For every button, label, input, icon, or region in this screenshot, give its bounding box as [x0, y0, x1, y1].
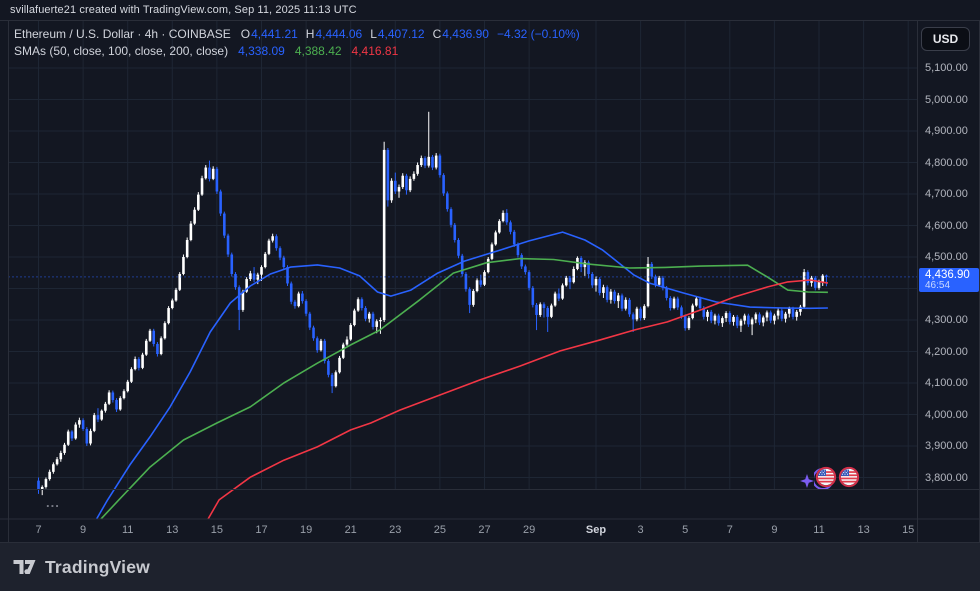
price-axis-label: 3,900.00 — [925, 440, 968, 452]
time-axis-label: 23 — [389, 524, 402, 536]
time-axis-label: 7 — [35, 524, 42, 536]
candlestick-series — [37, 111, 828, 496]
ohlc-values: O4,441.21 H4,444.06 L4,407.12 C4,436.90 — [241, 27, 497, 41]
price-axis-label: 4,900.00 — [925, 125, 968, 137]
price-axis-label: 4,200.00 — [925, 345, 968, 358]
attribution-bar: svillafuerte21 created with TradingView.… — [10, 4, 357, 16]
price-axis-label: 5,000.00 — [925, 93, 968, 106]
grid-layer — [8, 20, 918, 490]
chart-legend: Ethereum / U.S. Dollar · 4h · COINBASE O… — [14, 26, 588, 60]
last-price-value: 4,436.90 — [925, 268, 970, 281]
sma-settings-label: SMAs (50, close, 100, close, 200, close) — [14, 43, 229, 58]
last-price-badge: 4,436.90 46:54 — [919, 267, 979, 292]
sma-legend-row[interactable]: SMAs (50, close, 100, close, 200, close)… — [14, 43, 588, 58]
chart-widget: Ethereum / U.S. Dollar · 4h · COINBASE O… — [0, 20, 980, 543]
price-axis-label: 4,300.00 — [925, 314, 968, 326]
time-axis-label: 15 — [210, 524, 224, 536]
currency-toggle-button[interactable]: USD — [921, 27, 970, 51]
time-axis-label: 5 — [682, 524, 689, 536]
time-axis-label: 9 — [771, 524, 778, 536]
price-axis-label: 4,000.00 — [925, 408, 968, 421]
time-axis-label-month: Sep — [585, 524, 607, 536]
change-value: −4.32 (−0.10%) — [496, 26, 580, 41]
time-axis-label: 7 — [726, 524, 733, 536]
price-axis-label: 4,600.00 — [925, 219, 968, 232]
time-axis-label: 11 — [813, 524, 825, 536]
us-flag-icon[interactable] — [813, 465, 838, 489]
ai-sparkle-icon — [799, 474, 814, 488]
symbol-legend-row[interactable]: Ethereum / U.S. Dollar · 4h · COINBASE O… — [14, 26, 588, 41]
sma-values: 4,338.09 4,388.42 4,416.81 — [238, 44, 408, 58]
time-axis-label: 25 — [433, 524, 447, 536]
time-axis-label: 15 — [902, 524, 915, 536]
ohlc-item: C4,436.90 — [432, 26, 489, 41]
ohlc-item: O4,441.21 — [240, 26, 298, 41]
bar-countdown: 46:54 — [925, 279, 951, 291]
sma-value: 4,388.42 — [294, 43, 342, 58]
time-axis-label: 13 — [857, 524, 870, 536]
ohlc-item: H4,444.06 — [305, 26, 363, 41]
sma-200-line — [207, 279, 829, 520]
sma-50-line — [95, 231, 828, 520]
price-axis-label: 3,800.00 — [925, 471, 968, 484]
time-axis-label: 27 — [478, 524, 491, 536]
price-chart-canvas[interactable] — [0, 20, 980, 543]
symbol-title: Ethereum / U.S. Dollar · 4h · COINBASE — [14, 26, 231, 41]
time-axis-label: 21 — [344, 524, 357, 536]
price-axis-label: 4,700.00 — [925, 188, 968, 200]
price-axis-label: 4,800.00 — [925, 156, 968, 169]
price-axis-label: 5,100.00 — [925, 62, 968, 74]
footer-bar: TradingView — [0, 543, 980, 591]
tradingview-logo-icon[interactable] — [12, 556, 37, 579]
price-axis-label: 4,100.00 — [925, 377, 968, 389]
tradingview-wordmark[interactable]: TradingView — [45, 556, 150, 577]
time-axis[interactable]: 7 9 11 13 15 17 19 21 23 25 27 29 Sep 3 5 7 9 11 13 15 — [0, 519, 980, 543]
time-axis-label: 19 — [299, 524, 313, 536]
time-axis-label: 11 — [121, 524, 134, 536]
time-axis-label: 3 — [637, 524, 644, 536]
price-axis-label: 4,500.00 — [925, 251, 968, 263]
time-axis-label: 29 — [522, 524, 536, 536]
price-axis[interactable]: USD 5,100.00 5,000.00 4,900.00 4,800.00 4,70… — [918, 20, 980, 543]
sma-value: 4,416.81 — [351, 43, 399, 58]
sma-value: 4,338.09 — [238, 43, 285, 58]
time-axis-label: 17 — [255, 524, 268, 536]
ohlc-item: L4,407.12 — [370, 26, 425, 41]
sma-100-line — [100, 257, 828, 520]
time-axis-label: 13 — [166, 524, 179, 536]
time-axis-label: 9 — [80, 524, 87, 536]
collapsed-pane-overflow-indicator[interactable]: ... — [46, 495, 60, 510]
us-flag-icon[interactable] — [837, 465, 861, 489]
